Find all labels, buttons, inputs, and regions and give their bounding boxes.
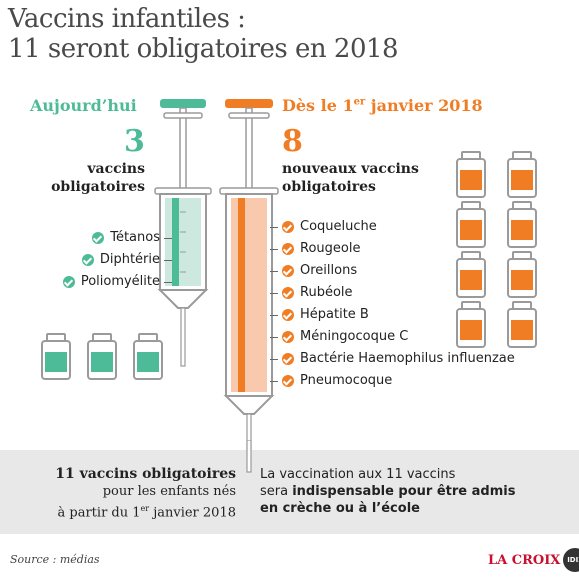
check-icon — [282, 265, 294, 277]
idix-badge-icon: IDIX — [563, 548, 579, 572]
right-subtitle: nouveaux vaccins obligatoires — [282, 160, 419, 196]
tick-mark — [164, 237, 172, 239]
right-vaccine-list: Coqueluche Rougeole Oreillons Rubéole Hé… — [270, 216, 515, 392]
summary-right: La vaccination aux 11 vaccins sera indis… — [260, 466, 515, 517]
summary-right-line-2: sera indispensable pour être admis — [260, 484, 516, 499]
list-item: Rubéole — [270, 282, 515, 304]
title-line-1: Vaccins infantiles : — [8, 4, 246, 34]
tick-mark — [164, 281, 172, 283]
check-icon — [282, 331, 294, 343]
left-subtitle: vaccins obligatoires — [51, 160, 145, 196]
source-credit: Source : médias — [10, 553, 100, 566]
left-vaccine-list: Tétanos Diphtérie Poliomyélite — [20, 227, 172, 293]
page-title: Vaccins infantiles : 11 seront obligatoi… — [8, 4, 399, 64]
tick-mark — [270, 226, 278, 228]
left-subtitle-line-1: vaccins — [87, 161, 145, 177]
summary-right-line-1: La vaccination aux 11 vaccins — [260, 467, 456, 482]
title-line-2: 11 seront obligatoires en 2018 — [8, 34, 399, 64]
list-item: Rougeole — [270, 238, 515, 260]
check-icon — [92, 232, 105, 244]
list-item: Diphtérie — [20, 249, 172, 271]
orange-vial-icons — [456, 151, 537, 348]
tick-mark — [164, 259, 172, 261]
summary-left: 11 vaccins obligatoires pour les enfants… — [55, 466, 236, 521]
tick-mark — [270, 314, 278, 316]
right-subtitle-line-2: obligatoires — [282, 179, 376, 195]
list-item: Pneumocoque — [270, 370, 515, 392]
summary-band — [0, 450, 579, 534]
check-icon — [282, 221, 294, 233]
left-count: 3 — [124, 124, 145, 159]
list-item: Oreillons — [270, 260, 515, 282]
summary-left-line-2: pour les enfants nés — [102, 484, 236, 499]
list-item: Poliomyélite — [20, 271, 172, 293]
right-count: 8 — [282, 124, 303, 159]
list-item: Tétanos — [20, 227, 172, 249]
left-heading: Aujourd’hui — [30, 96, 137, 115]
la-croix-logo: LA CROIX IDIX — [488, 548, 579, 572]
summary-right-line-3: en crèche ou à l’école — [260, 501, 420, 516]
check-icon — [282, 243, 294, 255]
needle-overlay — [246, 440, 252, 473]
left-subtitle-line-2: obligatoires — [51, 179, 145, 195]
check-icon — [62, 276, 75, 288]
green-syringe-icon — [154, 99, 212, 367]
list-item: Méningocoque C — [270, 326, 515, 348]
right-subtitle-line-1: nouveaux vaccins — [282, 161, 419, 177]
list-item: Coqueluche — [270, 216, 515, 238]
check-icon — [282, 375, 294, 387]
list-item: Bactérie Haemophilus influenzae — [270, 348, 515, 370]
tick-mark — [270, 336, 278, 338]
right-heading: Dès le 1er janvier 2018 — [282, 96, 483, 115]
check-icon — [81, 254, 94, 266]
tick-mark — [270, 292, 278, 294]
check-icon — [282, 287, 294, 299]
orange-syringe-icon — [219, 99, 279, 473]
tick-mark — [270, 270, 278, 272]
check-icon — [282, 353, 294, 365]
list-item: Hépatite B — [270, 304, 515, 326]
summary-left-bold: 11 vaccins obligatoires — [55, 466, 236, 482]
tick-mark — [270, 248, 278, 250]
tick-mark — [270, 358, 278, 360]
green-vial-icons — [41, 333, 163, 380]
check-icon — [282, 309, 294, 321]
tick-mark — [270, 380, 278, 382]
summary-left-line-3: à partir du 1er janvier 2018 — [57, 504, 236, 521]
